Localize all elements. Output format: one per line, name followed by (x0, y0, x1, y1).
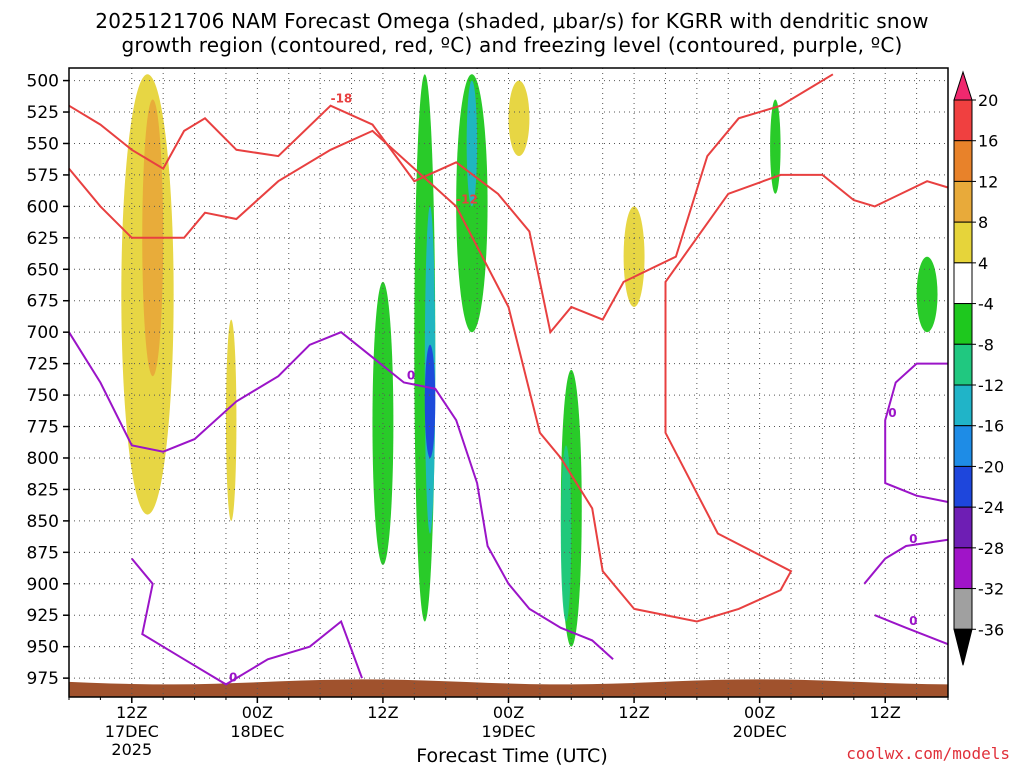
y-tick-label-950: 950 (27, 638, 59, 658)
y-tick-label-525: 525 (27, 103, 59, 123)
colorbar-top-triangle (953, 70, 973, 101)
purple-contour-label-3: 0 (909, 532, 917, 546)
colorbar-label-0: 20 (978, 91, 998, 110)
y-tick-label-800: 800 (27, 449, 59, 469)
colorbar-band-6 (953, 303, 973, 345)
y-tick-label-650: 650 (27, 260, 59, 280)
y-tick-label-675: 675 (27, 292, 59, 312)
axes: 500 525 550 575 600 625 650 675 700 725 750 775 800 8… (27, 67, 949, 759)
colorbar-band-2 (953, 140, 973, 182)
colorbar-label-1: 16 (978, 132, 998, 151)
y-tick-label-750: 750 (27, 386, 59, 406)
x-tick-date-1: 18DEC (230, 722, 284, 741)
colorbar-band-1 (953, 99, 973, 142)
red-contour-label-1: -12 (456, 192, 478, 206)
plot-background (69, 68, 948, 697)
source-link[interactable]: coolwx.com/models (846, 744, 1010, 763)
colorbar-bottom-triangle (953, 628, 973, 666)
colorbar-label-5: -4 (978, 295, 994, 314)
plot-area (69, 68, 948, 697)
y-tick-label-875: 875 (27, 543, 59, 563)
colorbar-label-8: -16 (978, 417, 1004, 436)
purple-contour-label-1: 0 (229, 670, 237, 684)
omega-region-12 (916, 256, 938, 333)
colorbar-band-5 (953, 262, 973, 305)
colorbar-band-3 (953, 180, 973, 223)
x-tick-label-3: 00Z (493, 703, 524, 722)
omega-region-11 (770, 99, 781, 194)
colorbar-label-10: -24 (978, 498, 1004, 517)
y-tick-label-600: 600 (27, 197, 59, 217)
red-contour-1 (68, 129, 949, 623)
colorbar-band-9 (953, 425, 973, 467)
colorbar-band-7 (953, 343, 973, 386)
colorbar-band-10 (953, 465, 973, 508)
x-tick-label-0: 12Z (116, 703, 147, 722)
purple-contour-3 (863, 538, 949, 585)
colorbar-label-2: 12 (978, 172, 998, 191)
purple-contour-label-2: 0 (888, 406, 896, 420)
colorbar-band-12 (953, 547, 973, 590)
y-tick-label-500: 500 (27, 72, 59, 92)
omega-region-13 (508, 80, 530, 157)
x-tick-label-4: 12Z (618, 703, 649, 722)
omega-region-10 (560, 445, 572, 622)
y-tick-label-775: 775 (27, 418, 59, 438)
red-contour-label-0: -18 (331, 92, 353, 106)
omega-region-6 (424, 344, 436, 458)
x-tick-date-3: 19DEC (482, 722, 536, 741)
x-tick-date-5: 20DEC (733, 722, 787, 741)
x-tick-label-1: 00Z (242, 703, 273, 722)
purple-contour-2 (884, 362, 949, 503)
chart-title-line-2: growth region (contoured, red, ºC) and f… (121, 33, 903, 57)
colorbar-band-8 (953, 384, 973, 427)
colorbar-label-9: -20 (978, 457, 1004, 476)
chart-title-line-1: 2025121706 NAM Forecast Omega (shaded, μ… (95, 9, 929, 33)
purple-contour-label-0: 0 (407, 369, 415, 383)
colorbar-label-12: -32 (978, 580, 1004, 599)
colorbar-label-11: -28 (978, 539, 1004, 558)
colorbar: 20 16 12 8 4 -4 -8 -12 -16 -20 -24 -28 -32 -36 (953, 70, 1004, 666)
y-tick-label-850: 850 (27, 512, 59, 532)
y-tick-label-625: 625 (27, 229, 59, 249)
colorbar-label-7: -12 (978, 376, 1004, 395)
y-tick-label-900: 900 (27, 575, 59, 595)
y-tick-label-825: 825 (27, 480, 59, 500)
y-tick-label-975: 975 (27, 669, 59, 689)
y-tick-label-575: 575 (27, 166, 59, 186)
x-tick-label-2: 12Z (367, 703, 398, 722)
x-tick-label-5: 00Z (744, 703, 775, 722)
colorbar-label-6: -8 (978, 335, 994, 354)
x-axis-title: Forecast Time (UTC) (416, 745, 608, 767)
red-contour-0 (68, 73, 834, 335)
purple-contour-1 (131, 557, 363, 686)
y-tick-label-550: 550 (27, 134, 59, 154)
colorbar-label-3: 8 (978, 213, 988, 232)
x-tick-label-6: 12Z (870, 703, 901, 722)
colorbar-band-13 (953, 588, 973, 630)
y-tick-label-725: 725 (27, 355, 59, 375)
y-tick-label-925: 925 (27, 606, 59, 626)
omega-region-2 (225, 319, 237, 521)
omega-region-8 (466, 80, 478, 207)
colorbar-band-4 (953, 221, 973, 264)
purple-contour-0 (68, 331, 614, 661)
contours: -18 -12 0 0 0 0 0 (68, 73, 949, 686)
y-tick-label-700: 700 (27, 323, 59, 343)
purple-contour-4 (874, 614, 949, 646)
x-tick-year-0: 2025 (111, 740, 152, 759)
purple-contour-label-4: 0 (909, 614, 917, 628)
colorbar-band-11 (953, 506, 973, 549)
colorbar-label-4: 4 (978, 254, 988, 273)
colorbar-label-13: -36 (978, 620, 1004, 639)
x-tick-date-0: 17DEC (105, 722, 159, 741)
omega-region-14 (623, 206, 645, 308)
